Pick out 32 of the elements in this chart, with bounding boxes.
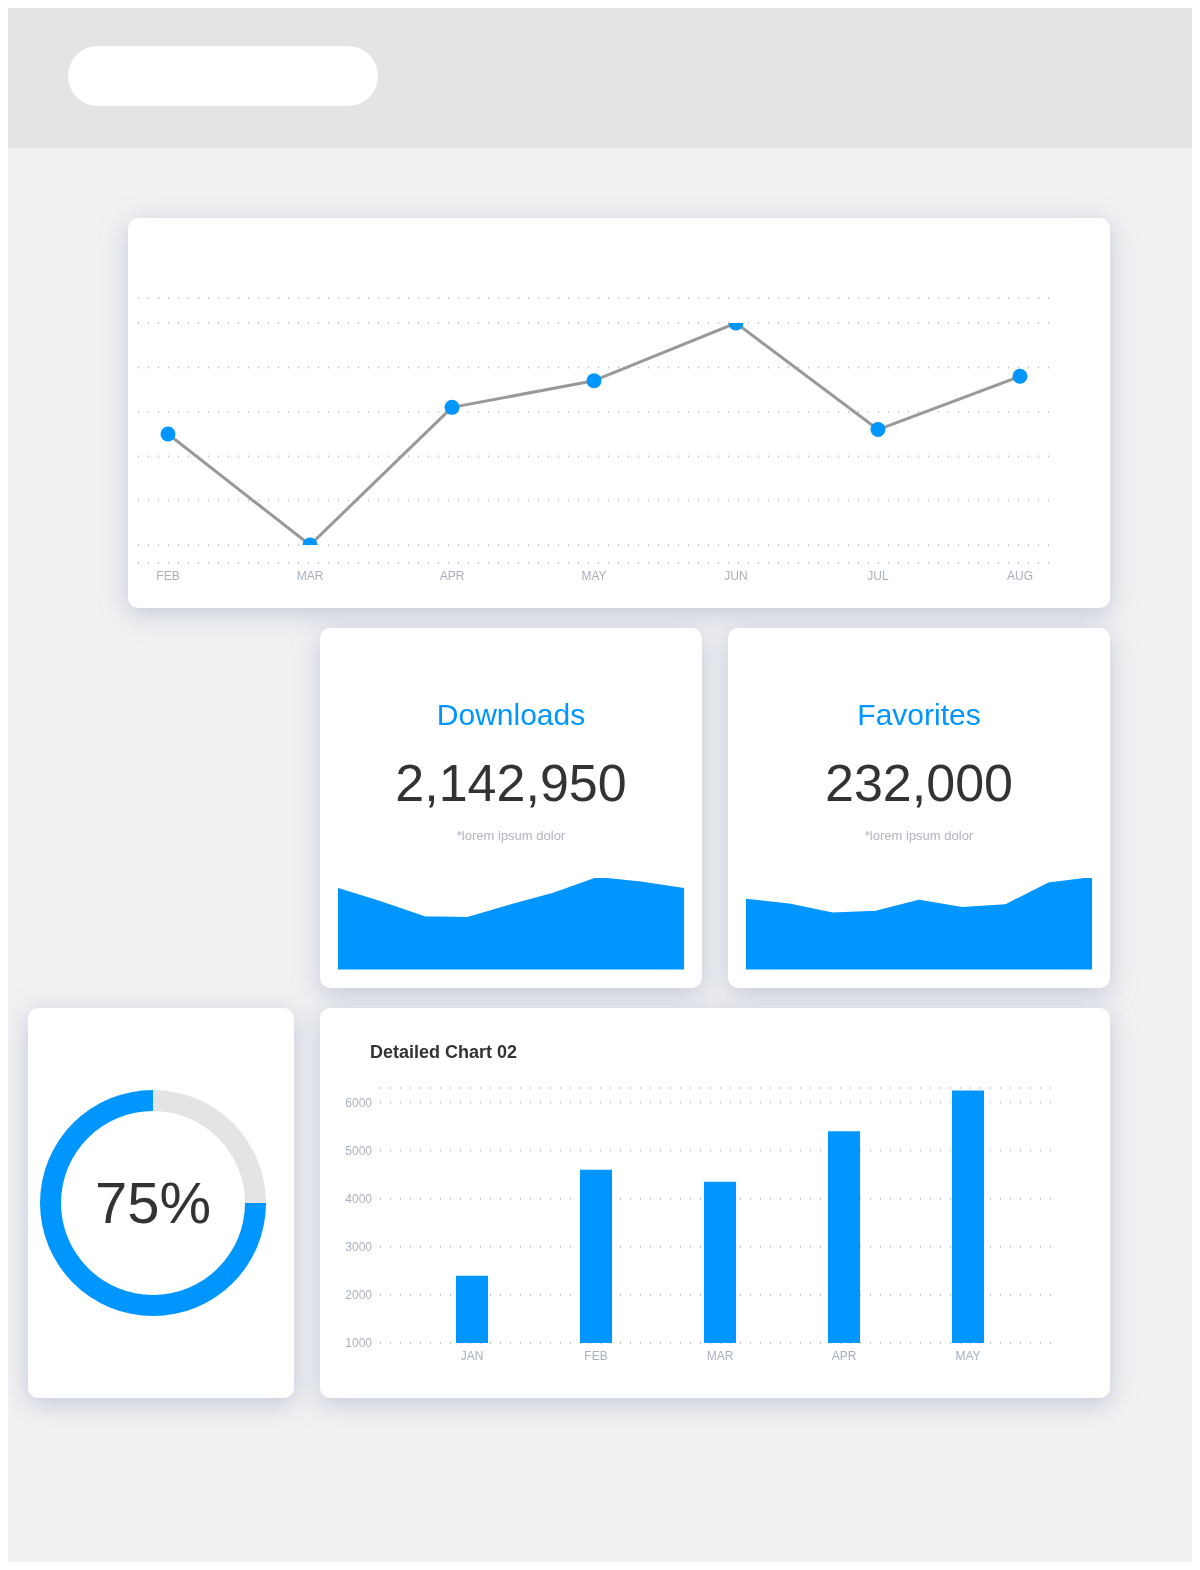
point <box>444 399 460 415</box>
point <box>586 373 602 389</box>
donut-slice <box>40 1090 266 1316</box>
chart-title: Detailed Chart 02 <box>370 1042 518 1063</box>
chart-title: Downloads <box>435 698 587 732</box>
x-tick-label: FEB <box>584 1348 608 1363</box>
y-tick-label: 3000 <box>345 1240 373 1255</box>
text: 232,000 <box>824 753 1014 813</box>
point <box>870 422 886 438</box>
x-tick-label: MAY <box>581 568 607 583</box>
x-tick-label: MAR <box>706 1348 734 1363</box>
x-tick-label: APR <box>439 568 465 583</box>
point <box>160 426 176 442</box>
x-tick-label: JUL <box>867 568 889 583</box>
x-tick-label: MAR <box>296 568 324 583</box>
x-tick-label: JAN <box>460 1348 484 1363</box>
text: 2,142,950 <box>394 753 628 813</box>
text: *lorem ipsum dolor <box>863 828 975 843</box>
y-tick-label: 2000 <box>345 1288 373 1303</box>
y-tick-label: 6000 <box>345 1095 373 1110</box>
y-tick-label: 5000 <box>345 1143 373 1158</box>
x-tick-label: AUG <box>1006 568 1034 583</box>
x-tick-label: MAY <box>955 1348 981 1363</box>
text: *lorem ipsum dolor <box>455 828 567 843</box>
x-tick-label: APR <box>831 1348 857 1363</box>
y-tick-label: 1000 <box>345 1336 373 1351</box>
point <box>1012 368 1028 384</box>
x-tick-label: JUN <box>724 568 748 583</box>
chart-title: Favorites <box>856 698 982 732</box>
y-tick-label: 4000 <box>345 1191 373 1206</box>
x-tick-label: FEB <box>156 568 180 583</box>
text: 75% <box>93 1169 213 1236</box>
